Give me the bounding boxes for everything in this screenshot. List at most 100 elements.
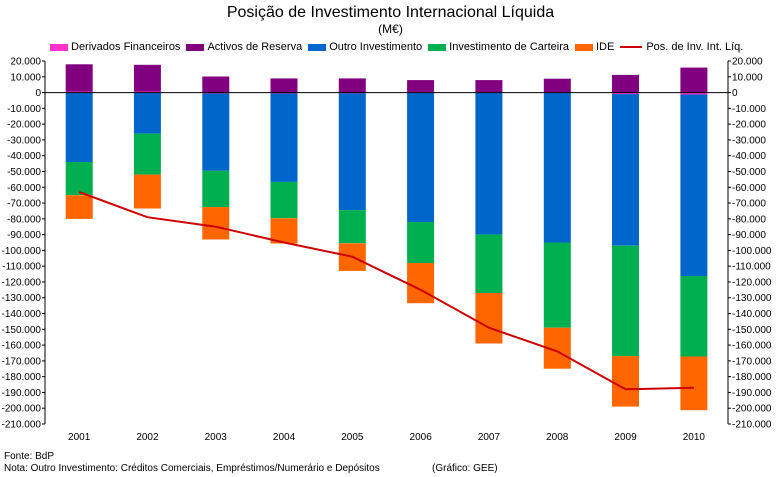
x-tick-label: 2001 bbox=[68, 432, 91, 443]
bar-ide-2002 bbox=[133, 174, 161, 209]
bar-activos-de-reserva-2006 bbox=[407, 80, 435, 92]
x-tick-label: 2005 bbox=[341, 432, 364, 443]
x-tick-label: 2002 bbox=[136, 432, 159, 443]
bar-outro-investimento-2006 bbox=[407, 92, 435, 222]
y-tick-label-right: -170.000 bbox=[732, 356, 772, 367]
y-tick-label-left: 10.000 bbox=[10, 72, 41, 83]
y-tick-label-right: 0 bbox=[732, 88, 738, 99]
y-tick-label-left: -30.000 bbox=[7, 135, 41, 146]
y-tick-label-left: -20.000 bbox=[7, 120, 41, 131]
y-tick-label-left: -80.000 bbox=[7, 214, 41, 225]
bar-activos-de-reserva-2007 bbox=[475, 80, 503, 93]
footer-source: Fonte: BdP bbox=[4, 451, 55, 462]
bar-derivados-financeiros-2010 bbox=[680, 92, 708, 95]
bar-activos-de-reserva-2010 bbox=[680, 67, 708, 93]
chart-title: Posição de Investimento Internacional Lí… bbox=[226, 4, 555, 21]
legend-label: Pos. de Inv. Int. Líq. bbox=[646, 41, 744, 53]
legend-swatch bbox=[50, 43, 68, 51]
y-tick-label-right: -10.000 bbox=[732, 104, 766, 115]
y-tick-label-right: 10.000 bbox=[732, 72, 763, 83]
bar-derivados-financeiros-2002 bbox=[133, 91, 161, 93]
bar-ide-2001 bbox=[65, 195, 93, 219]
y-tick-label-right: -160.000 bbox=[732, 341, 772, 352]
y-tick-label-left: -170.000 bbox=[2, 356, 42, 367]
y-tick-label-right: -80.000 bbox=[732, 214, 766, 225]
y-tick-label-left: -130.000 bbox=[2, 293, 42, 304]
legend-line-swatch bbox=[620, 46, 643, 48]
bar-derivados-financeiros-2009 bbox=[612, 92, 639, 95]
legend-label: Derivados Financeiros bbox=[71, 41, 181, 53]
y-tick-label-right: -70.000 bbox=[732, 199, 766, 210]
y-tick-label-right: -40.000 bbox=[732, 151, 766, 162]
y-tick-label-left: -110.000 bbox=[2, 262, 41, 273]
legend-item-carteira: Investimento de Carteira bbox=[428, 41, 569, 53]
legend-item-derivados: Derivados Financeiros bbox=[50, 41, 180, 53]
y-tick-label-left: -10.000 bbox=[7, 104, 41, 115]
x-tick-label: 2004 bbox=[273, 432, 296, 443]
y-tick-label-left: -180.000 bbox=[2, 372, 42, 383]
bar-ide-2003 bbox=[202, 207, 230, 240]
legend-item-outro: Outro Investimento bbox=[308, 41, 422, 53]
bar-outro-investimento-2010 bbox=[680, 94, 708, 276]
y-tick-label-right: 20.000 bbox=[732, 57, 763, 68]
y-tick-label-right: -150.000 bbox=[732, 325, 772, 336]
x-tick-label: 2009 bbox=[614, 432, 637, 443]
y-tick-label-left: 0 bbox=[35, 88, 41, 99]
y-tick-label-left: -50.000 bbox=[7, 167, 41, 178]
y-tick-label-right: -130.000 bbox=[732, 293, 772, 304]
y-tick-label-right: -120.000 bbox=[732, 277, 772, 288]
legend-item-pos: Pos. de Inv. Int. Líq. bbox=[620, 41, 743, 53]
bar-outro-investimento-2001 bbox=[65, 92, 93, 162]
y-tick-label-right: -190.000 bbox=[732, 388, 772, 399]
y-tick-label-right: -140.000 bbox=[732, 309, 772, 320]
bar-activos-de-reserva-2004 bbox=[270, 78, 298, 93]
x-tick-label: 2010 bbox=[683, 432, 706, 443]
bar-investimento-de-carteira-2009 bbox=[612, 245, 639, 357]
y-tick-label-right: -20.000 bbox=[732, 120, 766, 131]
bar-outro-investimento-2004 bbox=[270, 93, 298, 182]
legend-item-ide: IDE bbox=[574, 41, 614, 53]
line-pos-inv-int-liq bbox=[78, 191, 694, 391]
bar-ide-2007 bbox=[475, 293, 503, 344]
y-tick-label-right: -210.000 bbox=[732, 420, 772, 431]
bar-outro-investimento-2003 bbox=[202, 93, 230, 171]
y-tick-label-left: -40.000 bbox=[7, 151, 41, 162]
legend-swatch bbox=[428, 43, 447, 51]
bar-activos-de-reserva-2002 bbox=[133, 64, 161, 92]
bar-investimento-de-carteira-2010 bbox=[680, 276, 708, 357]
bar-investimento-de-carteira-2008 bbox=[543, 242, 571, 328]
footer-credit: (Gráfico: GEE) bbox=[432, 463, 498, 474]
bar-investimento-de-carteira-2006 bbox=[407, 222, 435, 263]
bar-investimento-de-carteira-2005 bbox=[338, 210, 366, 244]
bar-investimento-de-carteira-2003 bbox=[202, 170, 230, 208]
y-tick-label-left: -190.000 bbox=[2, 388, 42, 399]
y-tick-label-right: -60.000 bbox=[732, 183, 766, 194]
legend-label: Investimento de Carteira bbox=[449, 41, 569, 53]
bar-investimento-de-carteira-2007 bbox=[475, 234, 503, 293]
x-tick-label: 2008 bbox=[546, 432, 569, 443]
bar-activos-de-reserva-2009 bbox=[612, 74, 639, 93]
y-tick-label-right: -180.000 bbox=[732, 372, 772, 383]
bar-ide-2006 bbox=[407, 263, 435, 304]
y-tick-label-left: -160.000 bbox=[2, 341, 42, 352]
footer-note: Nota: Outro Investimento: Créditos Comer… bbox=[4, 463, 380, 474]
bar-derivados-financeiros-2001 bbox=[65, 91, 93, 93]
legend-label: Outro Investimento bbox=[329, 41, 423, 53]
y-tick-label-left: -70.000 bbox=[7, 199, 41, 210]
bar-activos-de-reserva-2001 bbox=[65, 64, 93, 92]
y-tick-label-left: -210.000 bbox=[2, 420, 42, 431]
legend-swatch bbox=[574, 43, 593, 51]
bar-outro-investimento-2009 bbox=[612, 94, 639, 246]
bar-investimento-de-carteira-2002 bbox=[133, 133, 161, 175]
chart-subtitle: (M€) bbox=[378, 22, 403, 36]
legend: Derivados Financeiros Activos de Reserva… bbox=[50, 40, 749, 54]
y-tick-label-left: -140.000 bbox=[2, 309, 42, 320]
bar-activos-de-reserva-2003 bbox=[202, 76, 230, 93]
y-tick-label-left: -150.000 bbox=[2, 325, 42, 336]
x-tick-label: 2007 bbox=[478, 432, 501, 443]
y-tick-label-right: -100.000 bbox=[732, 246, 772, 257]
bar-activos-de-reserva-2005 bbox=[338, 78, 366, 93]
y-tick-label-right: -110.000 bbox=[732, 262, 771, 273]
legend-label: Activos de Reserva bbox=[207, 41, 303, 53]
